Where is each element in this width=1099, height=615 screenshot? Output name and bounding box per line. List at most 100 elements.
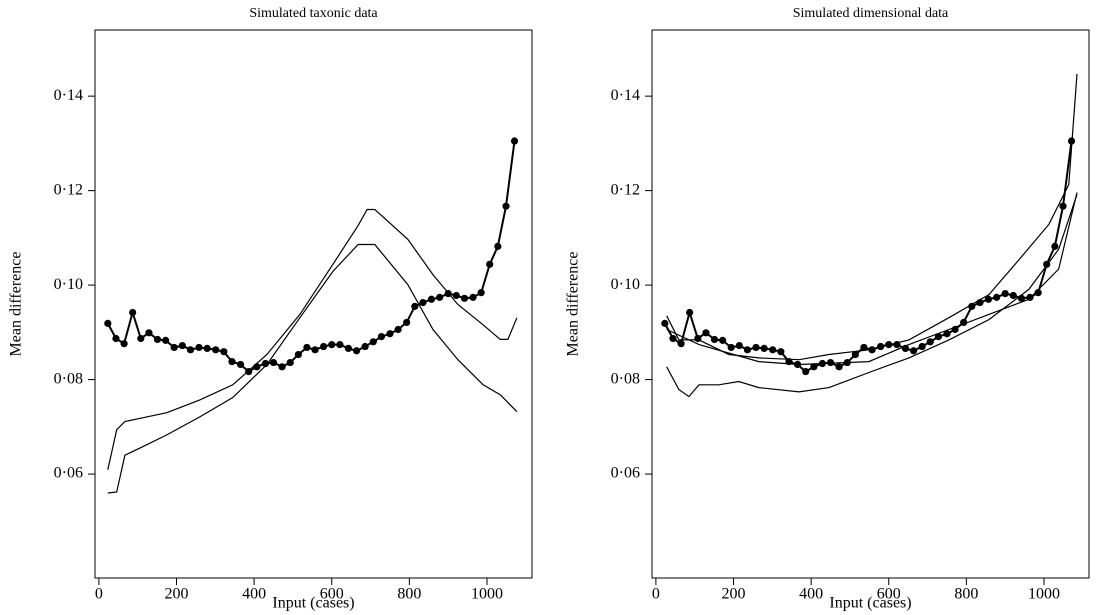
data-point: [702, 329, 710, 337]
data-point: [394, 325, 402, 334]
data-point: [486, 260, 494, 268]
data-point: [460, 294, 469, 302]
y-tick-label: 0·14: [54, 87, 83, 104]
x-axis-label: Input (cases): [272, 595, 354, 612]
data-point: [361, 342, 369, 351]
data-point: [236, 360, 245, 369]
data-point: [502, 202, 510, 210]
data-point: [344, 344, 353, 353]
series-line: [666, 73, 1078, 361]
data-point: [120, 340, 128, 348]
data-point: [170, 343, 178, 352]
panel: Simulated dimensional data Input (cases) M…: [565, 6, 1090, 612]
data-point: [760, 344, 768, 353]
data-point: [918, 342, 926, 351]
data-point: [153, 335, 162, 344]
data-point: [145, 329, 153, 337]
data-point: [319, 342, 328, 351]
data-point: [909, 347, 918, 355]
data-point: [826, 358, 835, 367]
data-point: [1001, 290, 1009, 298]
data-point: [220, 348, 228, 356]
data-point: [1051, 242, 1059, 250]
data-point: [452, 291, 460, 300]
data-point: [403, 318, 411, 327]
data-point: [203, 344, 211, 353]
x-tick-label: 600: [320, 586, 344, 603]
data-point: [253, 363, 261, 371]
data-point: [669, 334, 677, 343]
data-point: [369, 338, 377, 346]
data-point: [984, 295, 993, 303]
data-point: [993, 293, 1001, 301]
data-point: [943, 330, 951, 338]
data-point: [777, 348, 785, 356]
data-point: [926, 338, 934, 346]
y-tick-label: 0·12: [54, 181, 83, 198]
data-point: [968, 302, 976, 310]
y-axis-label: Mean difference: [8, 252, 25, 357]
y-tick-label: 0·08: [54, 370, 83, 387]
x-tick-label: 1000: [471, 586, 503, 603]
data-point: [934, 332, 943, 341]
data-point: [419, 298, 427, 307]
data-point: [719, 336, 727, 344]
chart-title: Simulated dimensional data: [793, 6, 949, 21]
data-point: [735, 341, 743, 350]
data-point: [677, 340, 685, 348]
data-point: [162, 336, 170, 344]
data-point: [427, 295, 436, 303]
data-point: [810, 363, 818, 371]
data-point: [1059, 202, 1067, 210]
data-point: [137, 334, 145, 343]
data-point: [386, 330, 394, 338]
x-tick-label: 600: [877, 586, 901, 603]
series-line: [663, 140, 1073, 373]
x-tick-label: 1000: [1028, 586, 1060, 603]
x-tick-label: 800: [954, 586, 978, 603]
series-line: [107, 208, 518, 470]
data-point: [494, 242, 502, 250]
data-point: [860, 343, 868, 352]
y-tick-label: 0·08: [611, 370, 640, 387]
data-point: [727, 343, 735, 352]
x-tick-label: 0: [652, 586, 660, 603]
data-point: [411, 302, 419, 310]
data-point: [228, 358, 236, 366]
series-line: [666, 194, 1078, 398]
data-point: [469, 293, 477, 301]
data-point: [311, 346, 319, 354]
x-tick-label: 400: [242, 586, 266, 603]
data-point: [178, 341, 186, 350]
x-tick-label: 400: [799, 586, 823, 603]
data-point: [802, 367, 810, 376]
panel: Simulated taxonic data Input (cases) Mean …: [8, 6, 533, 612]
data-point: [104, 319, 112, 327]
data-point: [278, 363, 286, 371]
data-point: [851, 350, 859, 359]
series-line: [107, 243, 518, 494]
x-tick-label: 800: [397, 586, 421, 603]
data-point: [510, 137, 519, 145]
data-point: [269, 358, 278, 367]
y-tick-label: 0·10: [54, 276, 83, 293]
data-point: [752, 343, 760, 352]
chart-title: Simulated taxonic data: [249, 6, 378, 21]
y-tick-label: 0·12: [611, 181, 640, 198]
series-line: [666, 192, 1078, 366]
data-point: [835, 363, 843, 371]
data-point: [286, 358, 294, 367]
x-tick-label: 200: [722, 586, 746, 603]
plot-frame: [651, 29, 1090, 579]
x-tick-label: 200: [165, 586, 189, 603]
data-point: [1009, 291, 1017, 300]
data-point: [769, 346, 777, 354]
data-point: [186, 346, 195, 354]
data-point: [352, 347, 361, 355]
data-point: [377, 332, 386, 341]
data-point: [436, 293, 444, 301]
data-point: [195, 343, 203, 352]
y-tick-label: 0·06: [54, 465, 83, 482]
data-point: [477, 289, 485, 297]
